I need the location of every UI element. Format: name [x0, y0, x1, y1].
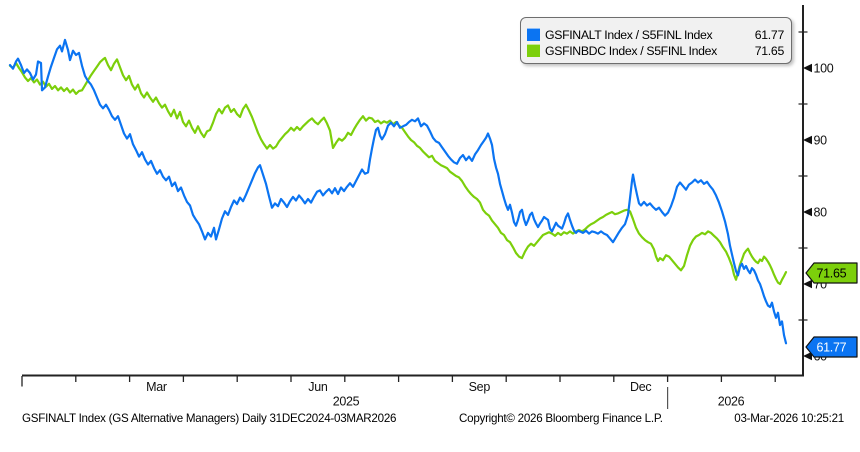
legend-swatch-gsfinalt-icon — [527, 28, 540, 41]
series-line-gsfinbdc — [8, 56, 788, 286]
y-tick-arrow-60 — [803, 351, 812, 361]
last-price-badge-gsfinalt — [805, 336, 858, 358]
y-tick-label-100: 100 — [814, 62, 834, 76]
year-label-2026: 2026 — [718, 395, 745, 409]
x-tick-label-dec: Dec — [630, 380, 651, 394]
y-tick-arrow-70 — [803, 279, 812, 289]
legend-value-gsfinalt: 61.77 — [754, 27, 785, 42]
x-tick-label-sep: Sep — [469, 380, 491, 394]
last-price-badge-gsfinalt-value: 61.77 — [817, 341, 847, 355]
chart-legend: GSFINALT Index / S5FINL Index 61.77 GSFI… — [520, 17, 792, 64]
chart-description: GSFINALT Index (GS Alternative Managers)… — [22, 412, 397, 425]
series-line-gsfinalt — [8, 38, 788, 345]
last-price-badge-gsfinbdc — [805, 262, 858, 284]
y-tick-arrow-100 — [803, 63, 812, 73]
y-tick-label-90: 90 — [814, 134, 828, 148]
legend-swatch-gsfinbdc-icon — [527, 44, 540, 57]
year-label-2025: 2025 — [333, 395, 360, 409]
x-tick-label-mar: Mar — [146, 380, 167, 394]
legend-label-gsfinalt: GSFINALT Index / S5FINL Index — [545, 27, 713, 42]
y-tick-arrow-80 — [803, 207, 812, 217]
legend-label-gsfinbdc: GSFINBDC Index / S5FINL Index — [545, 43, 717, 58]
y-tick-arrow-90 — [803, 135, 812, 145]
copyright-notice: Copyright© 2026 Bloomberg Finance L.P. — [459, 412, 663, 425]
y-tick-label-80: 80 — [814, 206, 828, 220]
legend-item-gsfinbdc[interactable]: GSFINBDC Index / S5FINL Index 71.65 — [527, 43, 784, 58]
x-tick-label-jun: Jun — [308, 380, 328, 394]
legend-item-gsfinalt[interactable]: GSFINALT Index / S5FINL Index 61.77 — [527, 27, 784, 42]
last-price-badge-gsfinbdc-value: 71.65 — [817, 267, 847, 281]
timestamp: 03-Mar-2026 10:25:21 — [734, 412, 844, 425]
legend-value-gsfinbdc: 71.65 — [754, 43, 785, 58]
